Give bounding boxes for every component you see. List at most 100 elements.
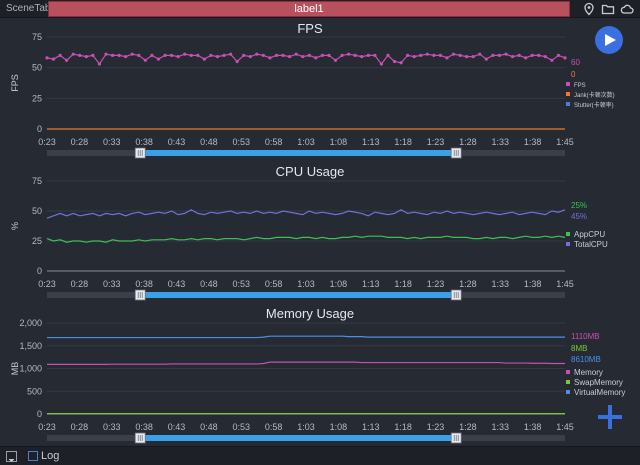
current-value: 60 xyxy=(571,58,580,67)
fps-point xyxy=(104,52,108,56)
log-label: Log xyxy=(41,450,60,462)
fps-point xyxy=(465,55,469,59)
y-tick-label: 1,000 xyxy=(19,364,42,374)
x-tick-label: 0:53 xyxy=(232,279,250,289)
x-tick-label: 1:28 xyxy=(459,422,477,432)
cpu-usage-chart: CPU Usage% 0 25 50 75 0:23 0:28 0:33 0:38 0:43 0:4… xyxy=(10,164,608,301)
x-tick-label: 0:38 xyxy=(135,422,153,432)
fps-point xyxy=(550,58,554,62)
x-tick-label: 1:13 xyxy=(362,422,380,432)
fps-point xyxy=(58,53,62,58)
fps-point xyxy=(373,53,377,58)
x-tick-label: 0:38 xyxy=(135,279,153,289)
x-tick-label: 0:33 xyxy=(103,137,121,147)
charts-area: FPS FPS 0 25 50 75 0:23 0:28 0:33 0:38 0:43 0:48 0:5… xyxy=(10,21,625,444)
y-tick-label: 25 xyxy=(32,236,42,246)
x-tick-label: 0:48 xyxy=(200,422,218,432)
legend-entry: Stutter(卡顿率) xyxy=(574,101,614,109)
x-tick-label: 0:33 xyxy=(103,422,121,432)
y-tick-label: 75 xyxy=(32,32,42,42)
x-tick-label: 1:13 xyxy=(362,279,380,289)
fps-point xyxy=(504,52,508,56)
fps-point xyxy=(491,53,495,58)
x-tick-label: 0:53 xyxy=(232,137,250,147)
chart-title: FPS xyxy=(297,21,323,36)
label1-bar: label1 xyxy=(48,1,570,17)
folder-icon[interactable] xyxy=(601,2,615,16)
fps-point xyxy=(471,55,475,59)
x-tick-label: 0:53 xyxy=(232,422,250,432)
fps-point xyxy=(117,53,121,58)
y-tick-label: 2,000 xyxy=(19,318,42,328)
y-tick-label: 0 xyxy=(37,266,42,276)
fps-point xyxy=(333,58,338,62)
y-tick-label: 75 xyxy=(32,176,42,186)
fps-point xyxy=(425,52,429,56)
add-chart-button[interactable] xyxy=(597,404,623,430)
cloud-icon[interactable] xyxy=(620,2,634,16)
legend-swatch xyxy=(566,232,570,236)
x-tick-label: 1:23 xyxy=(427,422,445,432)
fps-point xyxy=(517,53,521,58)
fps-point xyxy=(255,52,259,56)
fps-point xyxy=(419,53,423,58)
scene-tab-label[interactable]: SceneTab xyxy=(6,3,51,14)
x-tick-label: 1:18 xyxy=(394,279,412,289)
fps-point xyxy=(353,53,357,58)
log-checkbox[interactable] xyxy=(28,451,38,461)
current-value: 1110MB xyxy=(571,332,600,341)
x-tick-label: 0:23 xyxy=(38,137,56,147)
x-tick-label: 1:28 xyxy=(459,137,477,147)
fps-point xyxy=(65,58,69,62)
fps-point xyxy=(412,55,416,59)
x-tick-label: 0:28 xyxy=(71,422,89,432)
fps-point xyxy=(51,57,56,61)
fps-point xyxy=(235,59,239,64)
fps-point xyxy=(274,53,279,58)
fps-point xyxy=(143,58,147,62)
fps-point xyxy=(563,56,567,60)
x-tick-label: 1:33 xyxy=(491,137,509,147)
x-tick-label: 1:13 xyxy=(362,137,380,147)
fps-point xyxy=(281,53,285,58)
fps-point xyxy=(458,53,462,58)
chart-title: Memory Usage xyxy=(266,306,354,321)
current-value: 8MB xyxy=(571,344,587,353)
location-icon[interactable] xyxy=(582,2,596,16)
fps-point xyxy=(189,53,193,58)
x-tick-label: 1:33 xyxy=(491,422,509,432)
fps-point xyxy=(294,52,298,56)
fps-point xyxy=(406,53,410,58)
x-tick-label: 1:38 xyxy=(524,422,542,432)
fps-point xyxy=(445,56,449,60)
play-button[interactable] xyxy=(595,26,623,54)
fps-point xyxy=(392,59,397,64)
fps-point xyxy=(366,53,370,58)
legend-entry: AppCPU xyxy=(574,230,605,239)
slider-range xyxy=(140,292,457,298)
legend-entry: Jank(卡顿次数) xyxy=(574,91,615,99)
fps-point xyxy=(386,53,390,58)
fps-point xyxy=(130,52,134,56)
x-tick-label: 1:45 xyxy=(556,137,574,147)
fps-point xyxy=(124,55,128,59)
slider-range xyxy=(140,150,457,156)
fps-point xyxy=(327,53,331,58)
fps-point xyxy=(78,53,82,58)
x-tick-label: 0:58 xyxy=(265,279,283,289)
x-tick-label: 1:23 xyxy=(427,279,445,289)
legend-entry: Memory xyxy=(574,368,603,377)
collapse-toggle[interactable] xyxy=(6,451,17,462)
current-value: 8610MB xyxy=(571,355,601,364)
x-tick-label: 1:08 xyxy=(330,279,348,289)
x-tick-label: 0:28 xyxy=(71,279,89,289)
x-tick-label: 0:43 xyxy=(168,279,186,289)
x-tick-label: 1:45 xyxy=(556,279,574,289)
play-icon xyxy=(605,34,616,46)
x-tick-label: 1:38 xyxy=(524,279,542,289)
fps-point xyxy=(288,55,292,59)
fps-point xyxy=(530,53,534,58)
y-tick-label: 50 xyxy=(32,206,42,216)
fps-point xyxy=(510,55,515,59)
x-tick-label: 0:58 xyxy=(265,137,283,147)
